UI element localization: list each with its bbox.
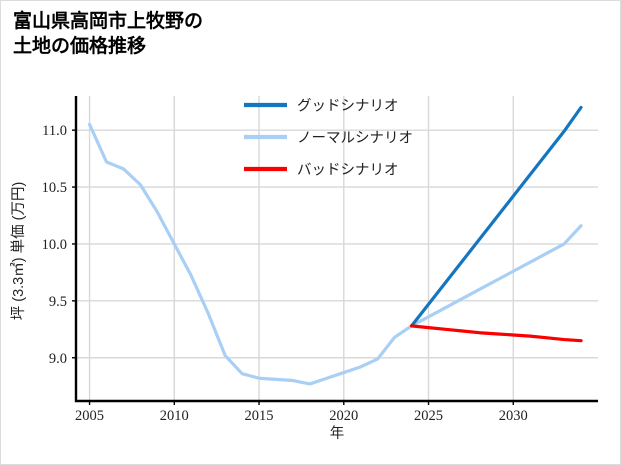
axis-spine-path: [74, 96, 598, 403]
legend-label-normal: ノーマルシナリオ: [297, 131, 413, 147]
legend-label-bad: バッドシナリオ: [297, 163, 399, 179]
y-tick-label: 10.5: [42, 180, 67, 196]
x-tick-label: 2005: [75, 408, 104, 424]
x-tick-label: 2030: [499, 408, 528, 424]
page-title: 富山県高岡市上牧野の 土地の価格推移: [13, 11, 204, 58]
series-line-ノーマルシナリオ: [87, 122, 583, 386]
x-tick-label: 2025: [414, 408, 443, 424]
x-tick-label: 2010: [160, 408, 189, 424]
y-tick-label: 9.5: [49, 294, 67, 310]
x-tick-label: 2015: [245, 408, 274, 424]
legend-label-good: グッドシナリオ: [297, 98, 399, 115]
x-tick-label: 2020: [329, 408, 358, 424]
series-line-グッドシナリオ: [409, 105, 583, 328]
y-tick-label: 11.0: [42, 123, 67, 139]
y-tick-label: 9.0: [49, 351, 67, 367]
series-line-バッドシナリオ: [409, 324, 583, 343]
axis-spines: [74, 96, 598, 403]
x-tick-labels: 2005 2010 2015 2020 2025 2030: [75, 408, 528, 424]
y-axis-title: 坪 (3.3㎡) 単価 (万円): [10, 182, 27, 321]
gridlines: [76, 96, 598, 401]
y-tick-label: 10.0: [42, 237, 67, 253]
x-axis-title: 年: [330, 425, 345, 442]
y-tick-labels: 9.0 9.5 10.0 10.5 11.0: [42, 123, 67, 367]
data-series-group: [87, 105, 583, 386]
